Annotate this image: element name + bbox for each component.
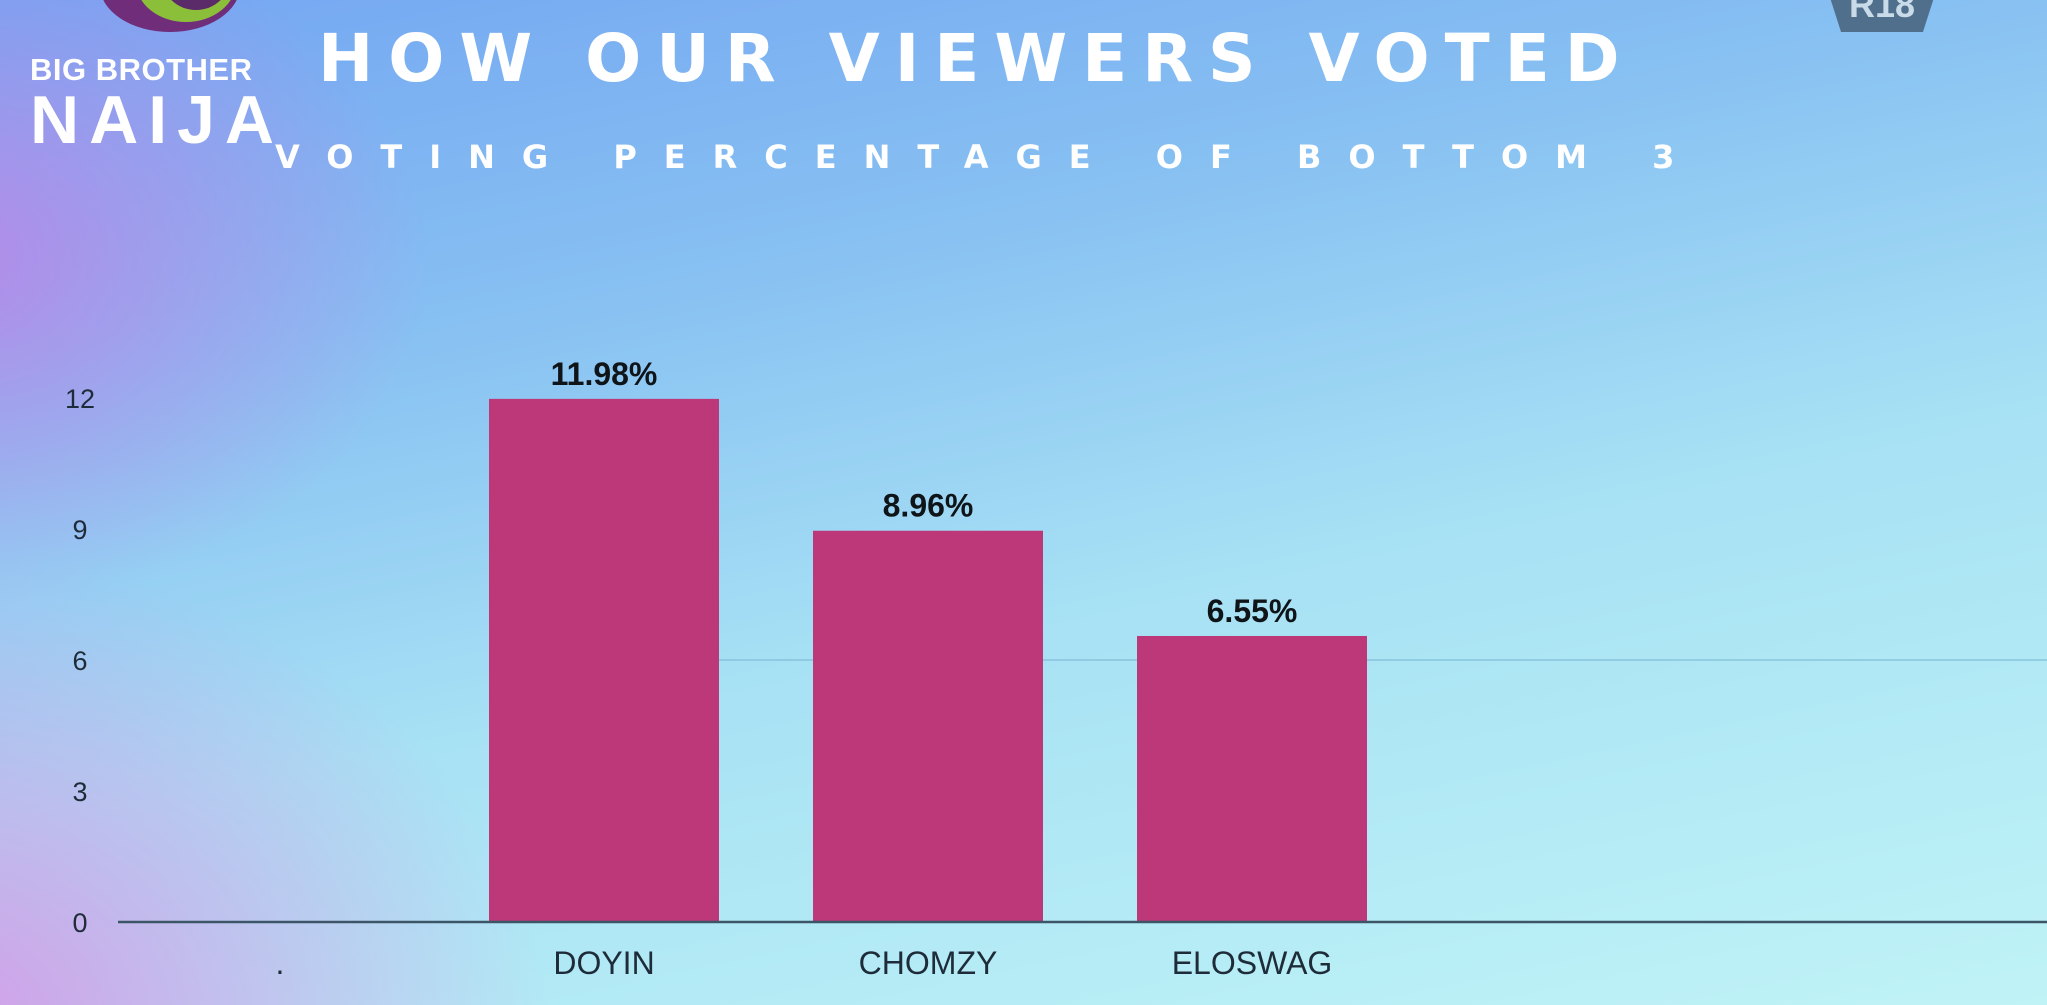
bar bbox=[489, 398, 719, 923]
bar bbox=[1137, 635, 1367, 922]
big-brother-naija-logo: BIG BROTHER NAIJA bbox=[30, 0, 274, 165]
data-label: 6.55% bbox=[1207, 593, 1298, 629]
eye-logo-icon bbox=[103, 0, 237, 32]
chart-title: HOW OUR VIEWERS VOTED bbox=[318, 20, 1635, 97]
logo-text-naija: NAIJA bbox=[30, 82, 285, 158]
y-tick-label: 9 bbox=[72, 515, 87, 545]
age-rating-badge: R18 bbox=[1818, 0, 1946, 32]
data-label: 11.98% bbox=[551, 356, 658, 392]
age-rating-text: R18 bbox=[1848, 0, 1916, 25]
y-tick-label: 6 bbox=[72, 646, 87, 676]
chart-subtitle: VOTING PERCENTAGE OF BOTTOM 3 bbox=[275, 138, 1702, 176]
data-label: 8.96% bbox=[883, 488, 974, 524]
y-tick-label: 0 bbox=[72, 908, 87, 938]
bar bbox=[813, 530, 1043, 922]
x-category-label: . bbox=[276, 945, 285, 981]
x-category-label: DOYIN bbox=[553, 945, 654, 981]
logo-text-big-brother: BIG BROTHER bbox=[30, 52, 253, 87]
x-category-label: ELOSWAG bbox=[1172, 945, 1333, 981]
y-tick-label: 12 bbox=[65, 384, 95, 414]
x-category-label: CHOMZY bbox=[859, 945, 998, 981]
y-tick-label: 3 bbox=[72, 777, 87, 807]
